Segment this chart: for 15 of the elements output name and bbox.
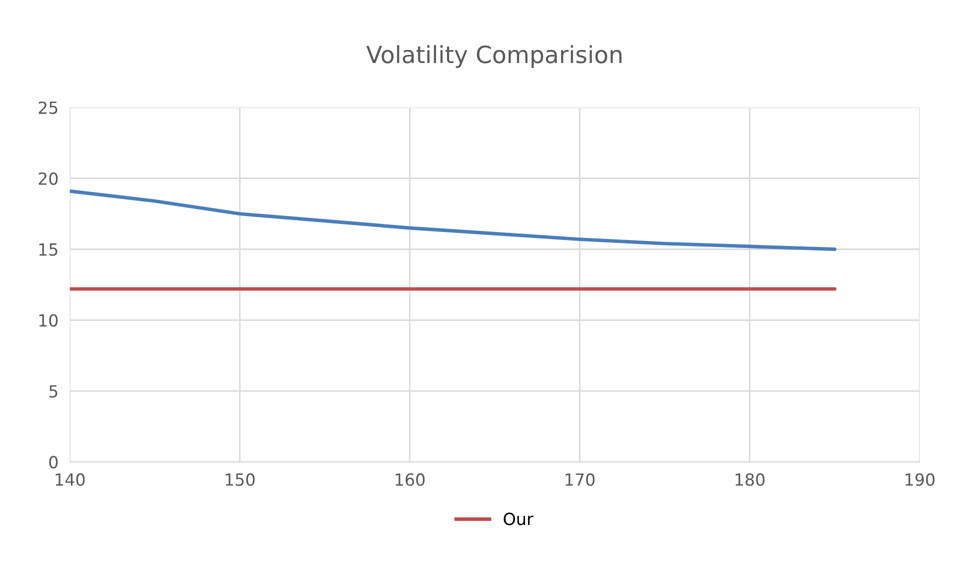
y-tick-label: 20 — [38, 172, 58, 185]
x-tick-label: 140 — [56, 473, 85, 486]
chart-title: Volatility Comparision — [366, 45, 622, 68]
x-tick-label: 150 — [226, 473, 255, 486]
x-tick-label: 190 — [906, 473, 934, 486]
y-tick-label: 0 — [49, 456, 58, 468]
line-series — [70, 189, 836, 251]
x-tick-label: 180 — [736, 473, 765, 486]
x-tick-label: 160 — [396, 473, 425, 486]
y-tick-label: 15 — [39, 243, 58, 256]
x-tick-label: 170 — [566, 473, 595, 486]
y-tick-label: 25 — [38, 101, 58, 114]
y-tick-label: 5 — [49, 385, 58, 398]
legend-label: Our — [504, 512, 534, 526]
y-tick-label: 10 — [39, 314, 58, 327]
